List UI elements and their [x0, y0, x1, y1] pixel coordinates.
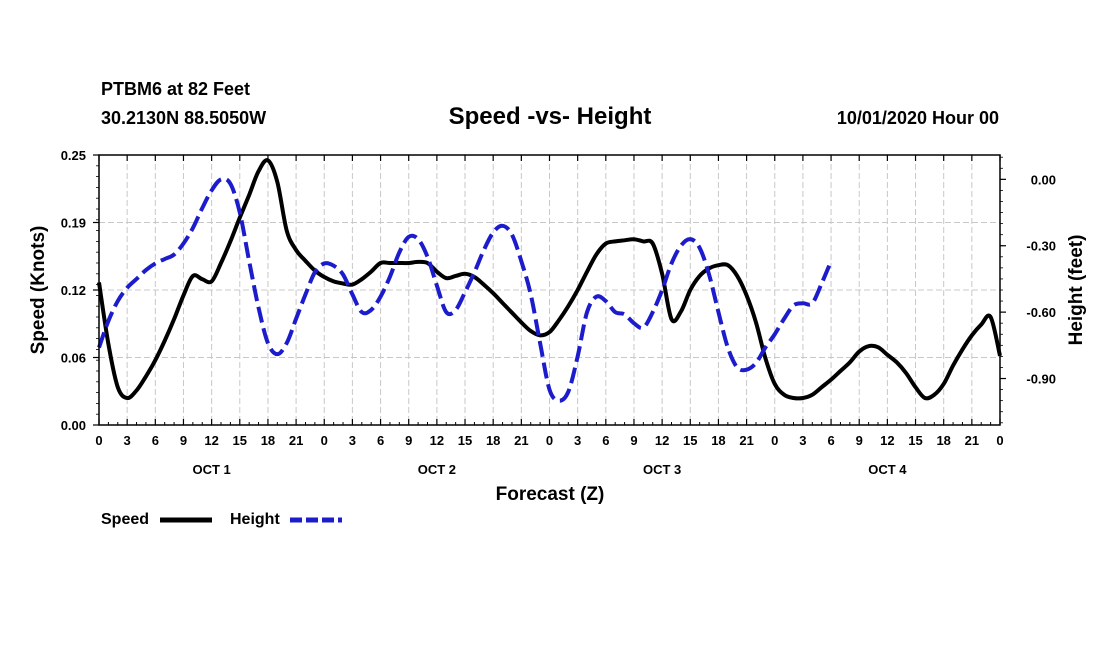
y2-axis-title: Height (feet) — [1066, 235, 1087, 346]
x-tick-label: 12 — [880, 433, 894, 448]
x-tick-label: 9 — [405, 433, 412, 448]
x-tick-label: 6 — [152, 433, 159, 448]
x-tick-label: 6 — [602, 433, 609, 448]
y-tick-label: 0.12 — [61, 283, 86, 298]
y-tick-label: 0.19 — [61, 216, 86, 231]
y-tick-label: 0.00 — [61, 418, 86, 433]
x-tick-label: 12 — [430, 433, 444, 448]
x-tick-label: 6 — [827, 433, 834, 448]
coordinates-label: 30.2130N 88.5050W — [101, 108, 266, 128]
series-line-height — [97, 176, 833, 403]
chart-title: Speed -vs- Height — [449, 103, 652, 130]
x-tick-label: 9 — [630, 433, 637, 448]
y-axis-title: Speed (Knots) — [28, 226, 49, 355]
x-tick-label: 0 — [321, 433, 328, 448]
x-tick-label: 15 — [908, 433, 922, 448]
x-axis-title: Forecast (Z) — [496, 484, 605, 505]
x-tick-label: 18 — [936, 433, 950, 448]
legend: Speed Height — [101, 511, 342, 528]
x-tick-label: 3 — [124, 433, 131, 448]
y-tick-label: 0.06 — [61, 351, 86, 366]
x-tick-label: 21 — [965, 433, 979, 448]
x-tick-label: 0 — [546, 433, 553, 448]
x-tick-label: 3 — [574, 433, 581, 448]
x-tick-label: 21 — [739, 433, 753, 448]
x-tick-label: 18 — [711, 433, 725, 448]
day-label: OCT 1 — [192, 462, 230, 477]
x-tick-label: 15 — [233, 433, 247, 448]
day-label: OCT 3 — [643, 462, 681, 477]
x-tick-label: 0 — [771, 433, 778, 448]
y2-tick-label: 0.00 — [1031, 172, 1056, 187]
day-label: OCT 4 — [868, 462, 907, 477]
x-tick-label: 18 — [486, 433, 500, 448]
x-tick-label: 15 — [458, 433, 472, 448]
x-tick-label: 21 — [289, 433, 303, 448]
x-tick-label: 18 — [261, 433, 275, 448]
series-layer — [97, 158, 1002, 403]
x-tick-label: 6 — [377, 433, 384, 448]
date-label: 10/01/2020 Hour 00 — [837, 108, 999, 128]
y2-tick-label: -0.90 — [1026, 372, 1056, 387]
x-tick-label: 12 — [204, 433, 218, 448]
x-tick-label: 3 — [799, 433, 806, 448]
y-tick-label: 0.25 — [61, 148, 86, 163]
x-tick-label: 21 — [514, 433, 528, 448]
x-tick-label: 0 — [95, 433, 102, 448]
day-label: OCT 2 — [418, 462, 456, 477]
legend-height-label: Height — [230, 511, 280, 528]
x-tick-label: 9 — [856, 433, 863, 448]
legend-speed-label: Speed — [101, 511, 149, 528]
x-tick-label: 9 — [180, 433, 187, 448]
x-tick-label: 15 — [683, 433, 697, 448]
station-label: PTBM6 at 82 Feet — [101, 79, 250, 99]
axes: 0 3 6 9 12 15 18 21 0 3 6 9 12 15 18 21 0 3 6 9 12 15 18 21 0 3 6 9… — [61, 148, 1056, 477]
x-tick-label: 0 — [996, 433, 1003, 448]
x-tick-label: 3 — [349, 433, 356, 448]
x-tick-label: 12 — [655, 433, 669, 448]
y2-tick-label: -0.60 — [1026, 305, 1056, 320]
y2-tick-label: -0.30 — [1026, 239, 1056, 254]
series-line-speed — [97, 158, 1002, 401]
